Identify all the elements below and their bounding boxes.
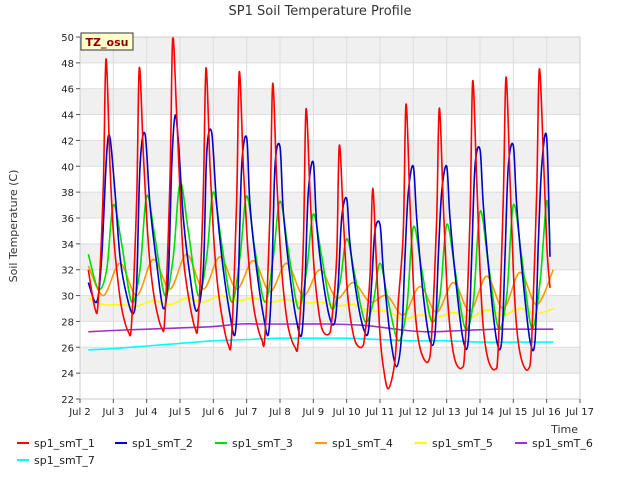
x-tick-label: Jul 16 <box>532 407 561 418</box>
background-band <box>80 347 580 374</box>
x-tick-label: Jul 6 <box>202 407 225 418</box>
x-tick-label: Jul 14 <box>465 407 494 418</box>
legend-label-sp1_smT_3: sp1_smT_3 <box>232 437 293 450</box>
x-tick-label: Jul 2 <box>68 407 91 418</box>
x-tick-label: Jul 7 <box>235 407 258 418</box>
y-tick-label: 40 <box>61 162 74 173</box>
y-tick-label: 30 <box>61 292 74 303</box>
background-band <box>80 243 580 270</box>
legend-label-sp1_smT_2: sp1_smT_2 <box>132 437 193 450</box>
legend-label-sp1_smT_6: sp1_smT_6 <box>532 437 593 450</box>
x-tick-label: Jul 8 <box>268 407 291 418</box>
x-tick-label: Jul 5 <box>168 407 191 418</box>
x-tick-label: Jul 3 <box>102 407 125 418</box>
x-tick-label: Jul 13 <box>432 407 461 418</box>
y-tick-label: 26 <box>61 343 74 354</box>
y-tick-label: 48 <box>61 59 74 70</box>
x-axis-label: Time <box>550 423 578 436</box>
y-tick-label: 42 <box>61 136 74 147</box>
background-band <box>80 140 580 167</box>
y-tick-label: 46 <box>61 85 74 96</box>
series-line-sp1_smT_2 <box>87 114 551 368</box>
series-line-sp1_smT_4 <box>87 253 555 316</box>
x-tick-label: Jul 12 <box>398 407 427 418</box>
series-line-sp1_smT_3 <box>87 182 551 342</box>
series-line-sp1_smT_6 <box>88 323 554 333</box>
y-tick-label: 34 <box>61 240 74 251</box>
series-line-sp1_smT_1 <box>87 36 551 390</box>
x-tick-label: Jul 4 <box>135 407 158 418</box>
y-tick-label: 44 <box>61 111 74 122</box>
y-tick-label: 50 <box>61 33 74 44</box>
data-series-group <box>87 36 555 390</box>
site-tag-label: TZ_osu <box>86 36 129 49</box>
y-tick-label: 38 <box>61 188 74 199</box>
x-tick-label: Jul 11 <box>365 407 394 418</box>
legend-label-sp1_smT_7: sp1_smT_7 <box>34 454 95 467</box>
x-tick-label: Jul 10 <box>332 407 361 418</box>
x-tick-label: Jul 15 <box>498 407 527 418</box>
y-tick-label: 36 <box>61 214 74 225</box>
x-axis-ticks: Jul 2 Jul 3 Jul 4 Jul 5 Jul 6 Jul 7 Jul 8 Jul 9… <box>68 399 594 418</box>
legend-label-sp1_smT_4: sp1_smT_4 <box>332 437 393 450</box>
series-line-sp1_smT_7 <box>88 337 554 351</box>
y-axis-ticks: 22 24 26 28 30 32 34 36 38 40 42 44 46 48 50 <box>61 33 80 406</box>
site-tag-box: TZ_osu <box>80 32 134 51</box>
background-band <box>80 88 580 115</box>
y-tick-label: 32 <box>61 266 74 277</box>
legend-label-sp1_smT_5: sp1_smT_5 <box>432 437 493 450</box>
y-tick-label: 24 <box>61 369 74 380</box>
legend: sp1_smT_1 sp1_smT_2 sp1_smT_3 sp1_smT_4 sp1_… <box>17 437 593 467</box>
legend-label-sp1_smT_1: sp1_smT_1 <box>34 437 95 450</box>
x-tick-label: Jul 17 <box>565 407 594 418</box>
y-tick-label: 28 <box>61 317 74 328</box>
y-tick-label: 22 <box>61 395 74 406</box>
x-tick-label: Jul 9 <box>302 407 325 418</box>
y-axis-label: Soil Temperature (C) <box>7 170 20 283</box>
background-band <box>80 192 580 218</box>
background-band <box>80 37 580 63</box>
chart-title: SP1 Soil Temperature Profile <box>229 4 412 19</box>
